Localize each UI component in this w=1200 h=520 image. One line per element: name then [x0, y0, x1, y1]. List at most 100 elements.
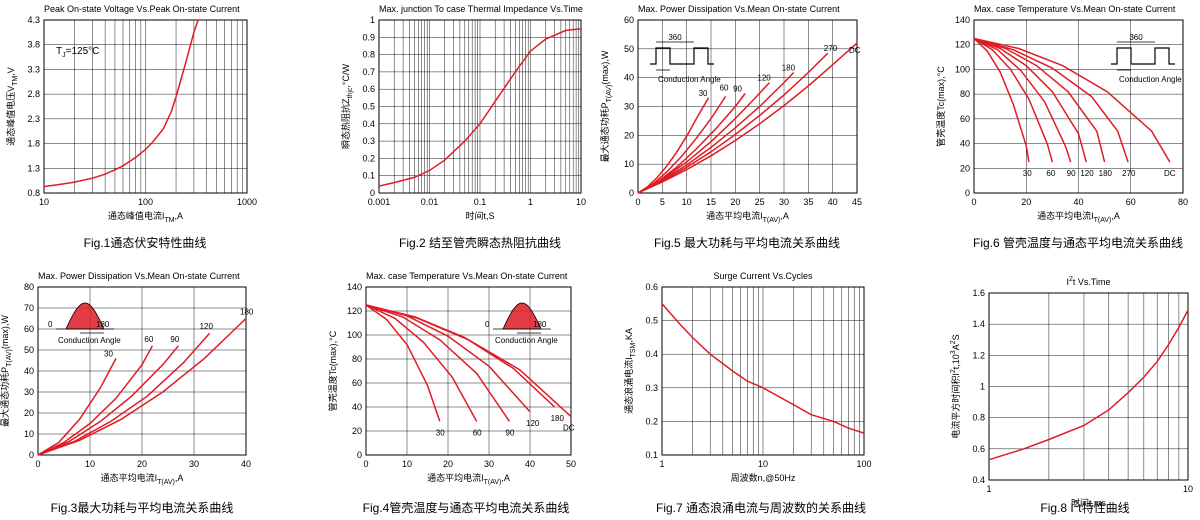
x-axis-label-sub: T(AV): [763, 217, 781, 224]
x-tick-label: 35: [803, 197, 813, 207]
series-group: 30 60 90 120 180: [37, 308, 254, 456]
y-tick-label: 20: [624, 130, 634, 140]
caption-main: Fig.5 最大功耗与平均电流关系曲线: [654, 236, 840, 250]
y-tick-label: 10: [24, 429, 34, 439]
series-label: 180: [551, 414, 565, 423]
x-tick-label: 1: [986, 484, 991, 494]
series-line-60: [365, 304, 478, 422]
y-axis-label-sub: thjc: [347, 87, 354, 98]
series-group: [661, 303, 865, 434]
x-axis-label-main: 时间t,ms: [1071, 497, 1106, 508]
series-line-60: [973, 37, 1054, 163]
y-tick-label: 20: [24, 408, 34, 418]
chart-title-rest: t Vs.Time: [1073, 277, 1111, 287]
figure-caption: Fig.8 I2t特性曲线: [1040, 500, 1129, 515]
y-tick-label: 40: [624, 73, 634, 83]
square-wave-icon: [650, 47, 714, 65]
y-tick-label: 1.8: [27, 139, 40, 149]
y-axis-label: 瞬态热阻抗Zthjc,°C/W: [340, 64, 354, 150]
y-tick-label: 20: [960, 163, 970, 173]
chart-title-sup: 2: [1069, 276, 1073, 283]
y-axis-label-main: 通态浪涌电流I: [623, 357, 634, 414]
inset-angle-high: 180: [96, 320, 110, 329]
y-tick-label: 10: [624, 159, 634, 169]
series-line-main: [378, 27, 582, 187]
series-label: 60: [473, 428, 482, 437]
y-axis-label-mid: t,10: [951, 354, 961, 369]
x-tick-label: 10: [39, 197, 49, 207]
series-line-270: [973, 37, 1129, 163]
x-tick-label: 100: [138, 197, 153, 207]
figure-caption: Fig.1通态伏安特性曲线: [84, 235, 207, 250]
junction-temperature-note: TJ=125°C: [56, 46, 99, 59]
y-tick-label: 0.1: [645, 450, 658, 460]
figure-caption: Fig.5 最大功耗与平均电流关系曲线: [654, 236, 840, 250]
caption-main: Fig.7 通态浪涌电流与周波数的关系曲线: [656, 500, 866, 515]
x-axis-label: 通态平均电流IT(AV),A: [427, 472, 510, 486]
y-tick-label: 3.3: [27, 64, 40, 74]
y-tick-label: 60: [960, 114, 970, 124]
series-label: 180: [1099, 169, 1113, 178]
x-tick-label: 10: [682, 197, 692, 207]
x-axis-label: 通态平均电流IT(AV),A: [1037, 210, 1120, 224]
plot-frame: [365, 286, 572, 456]
inset-angle-high: 180: [533, 320, 547, 329]
chart-title: Max. case Temperature Vs.Mean On-state C…: [974, 4, 1176, 14]
y-axis-label-sup: 2: [950, 369, 957, 373]
inset-caption: Conduction Angle: [658, 75, 721, 84]
figure-caption: Fig.6 管壳温度与通态平均电流关系曲线: [973, 235, 1183, 250]
y-tick-label: 140: [347, 282, 362, 292]
caption-main: Fig.4管壳温度与通态平均电流关系曲线: [363, 500, 570, 515]
y-tick-label: 0.4: [972, 475, 985, 485]
sine-half-wave-icon: [502, 302, 542, 330]
series-label: 90: [170, 335, 179, 344]
series-group: [988, 309, 1189, 461]
x-tick-label: 0.1: [474, 197, 487, 207]
x-axis-label: 通态平均电流IT(AV),A: [706, 210, 789, 224]
y-axis-label-unit: ,KA: [624, 328, 634, 343]
x-tick-label: 50: [566, 459, 576, 469]
plot-frame: [378, 19, 582, 194]
y-tick-label: 0.8: [362, 50, 375, 60]
series-label: DC: [1164, 169, 1176, 178]
series-label: 30: [1023, 169, 1032, 178]
y-tick-label: 0.3: [645, 383, 658, 393]
x-tick-label: 20: [443, 459, 453, 469]
conduction-angle-inset: 0 180 Conduction Angle: [485, 302, 558, 345]
x-tick-label: 0.001: [368, 197, 391, 207]
grid: [378, 19, 581, 194]
series-label: 120: [757, 74, 771, 83]
series-label: 120: [200, 322, 214, 331]
x-tick-label: 0: [971, 197, 976, 207]
x-axis-label-unit: ,A: [1111, 211, 1120, 221]
y-tick-label: 1.4: [972, 319, 985, 329]
y-tick-label: 1: [370, 15, 375, 25]
y-tick-label: 0.2: [645, 416, 658, 426]
y-tick-label: 3.8: [27, 40, 40, 50]
x-tick-label: 1000: [237, 197, 257, 207]
chart-title-main: I: [1066, 277, 1069, 287]
y-tick-label: 1.6: [972, 288, 985, 298]
y-axis-label-sub: T(AV): [6, 349, 13, 367]
square-wave-icon: [1111, 47, 1175, 65]
y-tick-label: 60: [352, 378, 362, 388]
conduction-angle-inset: 360 Conduction Angle: [1111, 33, 1182, 84]
x-tick-label: 45: [852, 197, 862, 207]
x-tick-label: 40: [525, 459, 535, 469]
y-axis-label-sup3: 2: [950, 340, 957, 344]
y-tick-label: 0: [357, 450, 362, 460]
chart-panel-6: 0 10 20 30 40 50 0 20 40 60 80 100 120 140 Max. case T…: [327, 271, 576, 515]
y-tick-label: 50: [24, 345, 34, 355]
x-tick-label: 40: [241, 459, 251, 469]
x-tick-label: 60: [1126, 197, 1136, 207]
y-axis-label-main: 管壳温度Tc(max),°C: [935, 66, 946, 147]
y-tick-label: 40: [960, 139, 970, 149]
series-group: 30 60 90 120 180 270 DC: [637, 42, 861, 194]
caption-main: Fig.2 结至管壳瞬态热阻抗曲线: [399, 235, 561, 250]
chart-title: Max. junction To case Thermal Impedance …: [379, 4, 583, 14]
y-axis-label: 最大通态功耗PT(AV)(max),W: [0, 315, 13, 427]
chart-panel-7: 1 10 100 0.1 0.2 0.3 0.4 0.5 0.6 Surge Current Vs…: [623, 271, 872, 515]
series-line-main: [661, 303, 865, 434]
y-tick-label: 40: [352, 402, 362, 412]
